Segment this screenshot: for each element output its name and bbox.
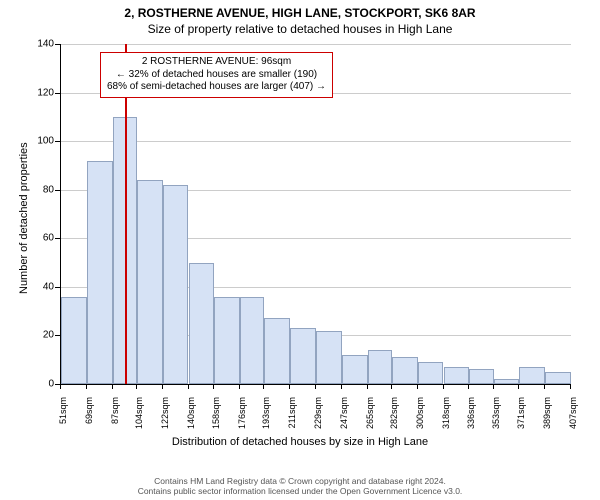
chart-title-2: Size of property relative to detached ho… — [0, 20, 600, 36]
histogram-bar — [392, 357, 418, 384]
y-tick-label: 140 — [24, 39, 54, 50]
histogram-bar — [469, 369, 493, 384]
histogram-bar — [87, 161, 113, 384]
x-tick-label: 229sqm — [313, 397, 323, 429]
x-tick-label: 265sqm — [365, 397, 375, 429]
x-tick-mark — [417, 384, 418, 389]
histogram-bar — [189, 263, 215, 384]
x-tick-label: 122sqm — [160, 397, 170, 429]
histogram-bar — [494, 379, 520, 384]
footer-line2: Contains public sector information licen… — [0, 486, 600, 496]
y-tick-mark — [55, 190, 60, 191]
x-tick-mark — [213, 384, 214, 389]
histogram-bar — [137, 180, 163, 384]
histogram-bar — [519, 367, 545, 384]
y-tick-label: 120 — [24, 87, 54, 98]
x-tick-mark — [136, 384, 137, 389]
y-tick-mark — [55, 44, 60, 45]
histogram-bar — [444, 367, 470, 384]
x-tick-mark — [86, 384, 87, 389]
annotation-box: 2 ROSTHERNE AVENUE: 96sqm ← 32% of detac… — [100, 52, 333, 98]
y-axis-label: Number of detached properties — [18, 142, 30, 294]
y-tick-label: 80 — [24, 184, 54, 195]
x-tick-mark — [570, 384, 571, 389]
histogram-bar — [61, 297, 87, 384]
x-tick-label: 247sqm — [339, 397, 349, 429]
histogram-bar — [342, 355, 368, 384]
x-tick-mark — [315, 384, 316, 389]
x-tick-label: 282sqm — [389, 397, 399, 429]
x-tick-mark — [518, 384, 519, 389]
annotation-line2: ← 32% of detached houses are smaller (19… — [107, 69, 326, 82]
x-tick-mark — [468, 384, 469, 389]
footer: Contains HM Land Registry data © Crown c… — [0, 476, 600, 496]
histogram-bar — [545, 372, 571, 384]
annotation-line1: 2 ROSTHERNE AVENUE: 96sqm — [107, 56, 326, 69]
y-tick-label: 0 — [24, 379, 54, 390]
histogram-bar — [290, 328, 316, 384]
y-tick-label: 40 — [24, 281, 54, 292]
y-tick-mark — [55, 238, 60, 239]
y-tick-label: 20 — [24, 330, 54, 341]
x-tick-label: 407sqm — [568, 397, 578, 429]
x-tick-label: 389sqm — [542, 397, 552, 429]
x-tick-label: 300sqm — [415, 397, 425, 429]
gridline — [61, 141, 571, 142]
x-tick-label: 158sqm — [211, 397, 221, 429]
x-tick-mark — [544, 384, 545, 389]
x-tick-label: 336sqm — [466, 397, 476, 429]
x-tick-mark — [60, 384, 61, 389]
chart-container: 2, ROSTHERNE AVENUE, HIGH LANE, STOCKPOR… — [0, 0, 600, 500]
annotation-line3: 68% of semi-detached houses are larger (… — [107, 81, 326, 94]
x-tick-label: 51sqm — [58, 397, 68, 424]
x-tick-mark — [112, 384, 113, 389]
y-tick-mark — [55, 287, 60, 288]
x-tick-mark — [367, 384, 368, 389]
y-tick-mark — [55, 141, 60, 142]
x-tick-mark — [239, 384, 240, 389]
histogram-bar — [368, 350, 392, 384]
y-tick-label: 100 — [24, 136, 54, 147]
footer-line1: Contains HM Land Registry data © Crown c… — [0, 476, 600, 486]
x-tick-mark — [263, 384, 264, 389]
x-axis-label: Distribution of detached houses by size … — [0, 436, 600, 448]
gridline — [61, 44, 571, 45]
histogram-bar — [163, 185, 189, 384]
x-tick-label: 176sqm — [237, 397, 247, 429]
x-tick-mark — [289, 384, 290, 389]
x-tick-label: 193sqm — [261, 397, 271, 429]
chart-title-1: 2, ROSTHERNE AVENUE, HIGH LANE, STOCKPOR… — [0, 0, 600, 20]
x-tick-mark — [443, 384, 444, 389]
x-tick-mark — [391, 384, 392, 389]
x-tick-mark — [493, 384, 494, 389]
x-tick-label: 353sqm — [491, 397, 501, 429]
histogram-bar — [214, 297, 240, 384]
histogram-bar — [418, 362, 444, 384]
x-tick-mark — [188, 384, 189, 389]
histogram-bar — [240, 297, 264, 384]
y-tick-mark — [55, 335, 60, 336]
histogram-bar — [264, 318, 290, 384]
x-tick-label: 69sqm — [84, 397, 94, 424]
x-tick-label: 318sqm — [441, 397, 451, 429]
x-tick-mark — [341, 384, 342, 389]
x-tick-label: 371sqm — [516, 397, 526, 429]
x-tick-label: 211sqm — [287, 397, 297, 428]
histogram-bar — [316, 331, 342, 384]
x-tick-label: 104sqm — [134, 397, 144, 429]
x-tick-label: 87sqm — [110, 397, 120, 424]
y-tick-label: 60 — [24, 233, 54, 244]
x-tick-label: 140sqm — [186, 397, 196, 429]
y-tick-mark — [55, 93, 60, 94]
x-tick-mark — [162, 384, 163, 389]
